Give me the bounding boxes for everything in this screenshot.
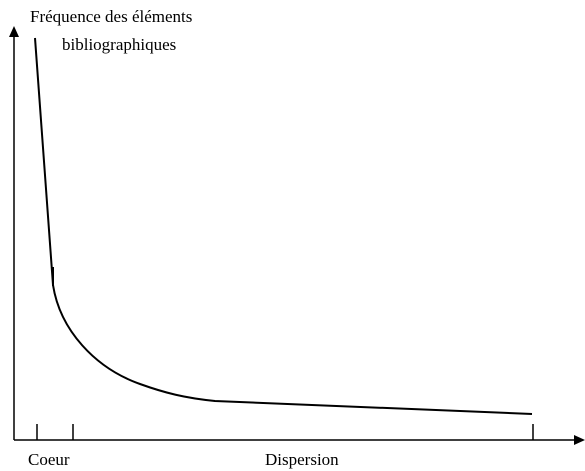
y-axis-label: Fréquence des éléments [30, 7, 192, 26]
region-label: Dispersion [265, 450, 339, 469]
y-axis-label: bibliographiques [62, 35, 176, 54]
distribution-curve [34, 37, 533, 415]
y-axis-arrow [9, 26, 19, 37]
region-label: Coeur [28, 450, 70, 469]
x-axis-arrow [574, 435, 585, 445]
